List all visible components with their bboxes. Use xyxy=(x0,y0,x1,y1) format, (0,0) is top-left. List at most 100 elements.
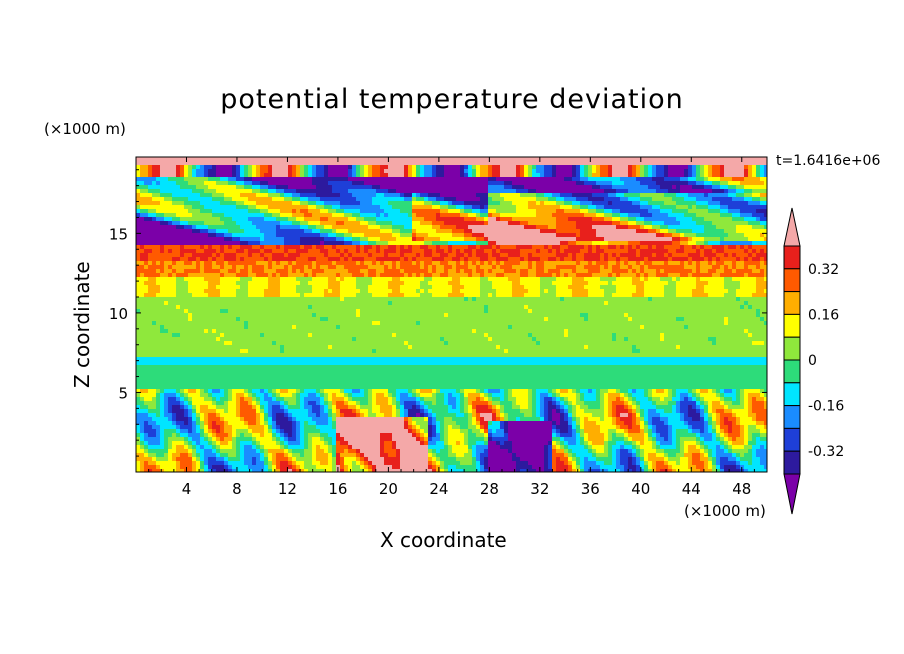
field-cell xyxy=(620,197,625,202)
field-cell xyxy=(672,169,677,174)
field-cell xyxy=(680,165,685,170)
field-cell xyxy=(184,189,189,194)
field-cell xyxy=(148,157,153,162)
field-cell xyxy=(756,241,761,246)
field-cell xyxy=(532,249,537,254)
field-cell xyxy=(376,197,381,202)
field-cell xyxy=(540,161,545,166)
field-cell xyxy=(532,241,537,246)
field-cell xyxy=(348,205,353,210)
field-cell xyxy=(556,205,561,210)
field-cell xyxy=(212,273,217,278)
field-cell xyxy=(304,173,309,178)
field-cell xyxy=(396,209,401,214)
field-cell xyxy=(412,173,417,178)
field-cell xyxy=(732,177,737,182)
field-cell xyxy=(236,205,241,210)
field-cell xyxy=(440,165,445,170)
field-cell xyxy=(320,169,325,174)
field-cell xyxy=(332,237,337,242)
field-cell xyxy=(456,277,461,282)
field-cell xyxy=(736,213,741,218)
field-cell xyxy=(728,157,733,162)
field-cell xyxy=(432,237,437,242)
field-cell xyxy=(340,281,345,286)
field-cell xyxy=(208,225,213,230)
field-cell xyxy=(224,157,229,162)
field-cell xyxy=(144,257,149,262)
field-cell xyxy=(520,253,525,258)
field-cell xyxy=(712,245,717,250)
field-cell xyxy=(584,269,589,274)
field-cell xyxy=(188,241,193,246)
field-cell xyxy=(504,241,509,246)
field-cell xyxy=(684,225,689,230)
field-cell xyxy=(460,281,465,286)
field-cell xyxy=(452,257,457,262)
field-cell xyxy=(632,165,637,170)
field-cell xyxy=(428,161,433,166)
field-cell xyxy=(616,185,621,190)
field-cell xyxy=(580,181,585,186)
field-cell xyxy=(736,181,741,186)
field-cell xyxy=(224,205,229,210)
field-cell xyxy=(212,193,217,198)
field-cell xyxy=(624,233,629,238)
field-cell xyxy=(144,205,149,210)
field-cell xyxy=(236,253,241,258)
field-cell xyxy=(652,241,657,246)
field-cell xyxy=(144,201,149,206)
field-cell xyxy=(500,157,505,162)
field-cell xyxy=(264,281,269,286)
field-cell xyxy=(336,185,341,190)
field-cell xyxy=(444,185,449,190)
field-cell xyxy=(748,205,753,210)
field-cell xyxy=(532,193,537,198)
field-cell xyxy=(360,261,365,266)
field-cell xyxy=(396,185,401,190)
field-cell xyxy=(380,189,385,194)
field-cell xyxy=(204,169,209,174)
field-cell xyxy=(504,193,509,198)
field-cell xyxy=(252,217,257,222)
field-cell xyxy=(752,245,757,250)
field-cell xyxy=(152,273,157,278)
field-cell xyxy=(672,229,677,234)
field-cell xyxy=(240,197,245,202)
field-cell xyxy=(452,177,457,182)
field-cell xyxy=(268,169,273,174)
field-cell xyxy=(764,261,767,266)
field-cell xyxy=(600,261,605,266)
field-cell xyxy=(460,225,465,230)
field-cell xyxy=(344,173,349,178)
field-cell xyxy=(424,261,429,266)
field-cell xyxy=(568,253,573,258)
field-cell xyxy=(288,217,293,222)
field-cell xyxy=(288,237,293,242)
field-cell xyxy=(208,249,213,254)
field-cell xyxy=(204,265,209,270)
field-cell xyxy=(136,209,141,214)
field-cell xyxy=(496,225,501,230)
field-cell xyxy=(188,245,193,250)
field-cell xyxy=(444,245,449,250)
field-cell xyxy=(504,249,509,254)
field-cell xyxy=(644,165,649,170)
field-cell xyxy=(712,173,717,178)
field-cell xyxy=(232,157,237,162)
field-cell xyxy=(336,237,341,242)
field-cell xyxy=(740,237,745,242)
field-cell xyxy=(640,181,645,186)
field-cell xyxy=(412,273,417,278)
field-cell xyxy=(348,217,353,222)
field-cell xyxy=(172,273,177,278)
field-cell xyxy=(368,249,373,254)
field-cell xyxy=(504,189,509,194)
field-cell xyxy=(252,157,257,162)
field-cell xyxy=(356,157,361,162)
field-cell xyxy=(720,273,725,278)
field-cell xyxy=(296,237,301,242)
field-cell xyxy=(632,229,637,234)
field-cell xyxy=(472,197,477,202)
field-cell xyxy=(332,213,337,218)
